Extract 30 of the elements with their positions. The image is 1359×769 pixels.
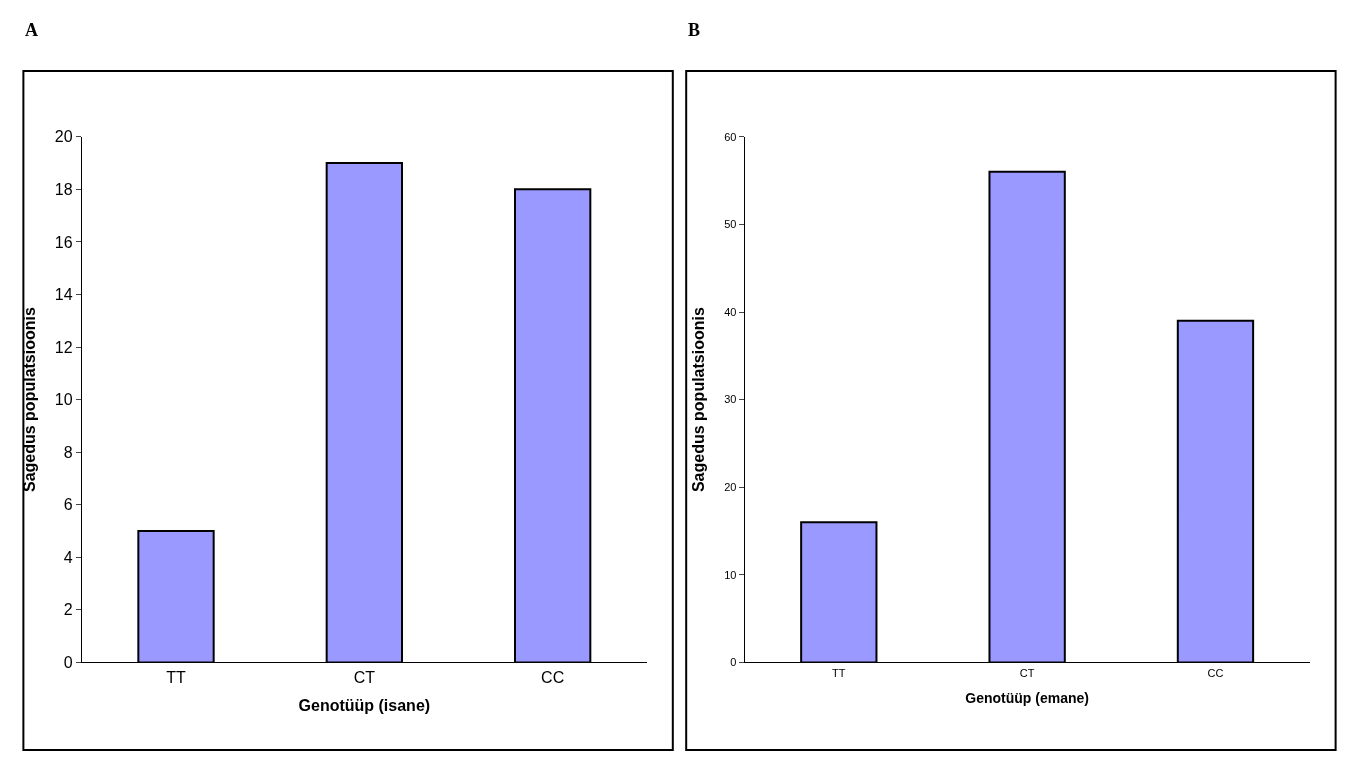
chart-title: A bbox=[25, 20, 38, 40]
x-tick-label: CT bbox=[1019, 666, 1035, 679]
x-tick-label: CC bbox=[1207, 666, 1224, 679]
y-tick-label: 40 bbox=[724, 305, 737, 318]
y-tick-label: 60 bbox=[724, 130, 737, 143]
y-tick-label: 6 bbox=[63, 496, 73, 514]
y-tick-label: 4 bbox=[63, 548, 73, 566]
chart-title: B bbox=[688, 20, 701, 40]
y-axis-title: Sagedus populatsioonis bbox=[690, 307, 708, 493]
x-tick-label: CC bbox=[541, 668, 565, 686]
y-tick-label: 20 bbox=[724, 481, 737, 494]
y-tick-label: 0 bbox=[730, 656, 737, 669]
y-tick-label: 2 bbox=[63, 601, 73, 619]
y-tick-label: 16 bbox=[54, 233, 73, 251]
y-tick-label: 10 bbox=[724, 568, 737, 581]
y-axis-title: Sagedus populatsioonis bbox=[20, 307, 38, 493]
y-tick-label: 50 bbox=[724, 218, 737, 231]
y-tick-label: 12 bbox=[54, 338, 73, 356]
x-tick-label: TT bbox=[832, 666, 846, 679]
y-tick-label: 18 bbox=[54, 180, 73, 198]
x-tick-label: CT bbox=[353, 668, 376, 686]
y-tick-label: 14 bbox=[54, 286, 73, 304]
y-tick-label: 0 bbox=[63, 654, 73, 671]
x-axis-title: Genotüüp (isane) bbox=[298, 697, 431, 715]
y-tick-label: 30 bbox=[724, 393, 737, 406]
x-tick-label: TT bbox=[166, 668, 187, 686]
y-tick-label: 20 bbox=[54, 128, 73, 146]
y-tick-label: 10 bbox=[54, 391, 73, 409]
x-axis-title: Genotüüp (emane) bbox=[965, 689, 1089, 706]
y-tick-label: 8 bbox=[63, 443, 73, 461]
